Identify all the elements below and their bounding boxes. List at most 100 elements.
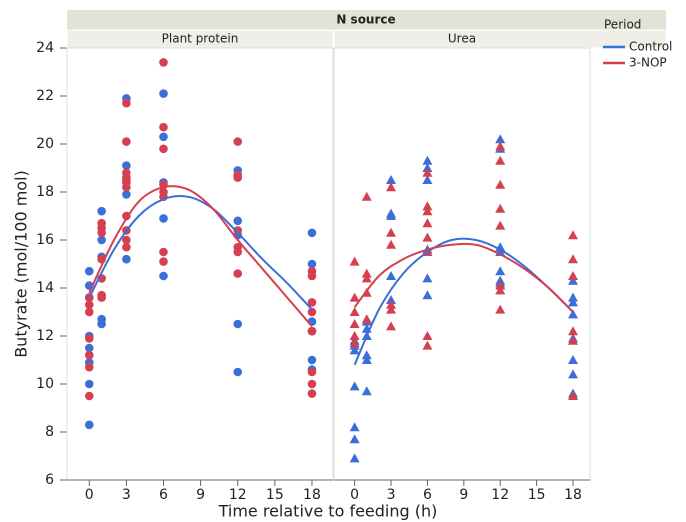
point: [568, 355, 579, 364]
point: [233, 319, 243, 329]
x-tick-label: 6: [159, 487, 168, 503]
point: [97, 206, 106, 216]
point: [307, 259, 317, 269]
point: [361, 386, 372, 396]
point: [307, 379, 317, 389]
x-tick-label: 3: [122, 487, 131, 503]
x-tick-label: 18: [303, 487, 321, 503]
x-tick-label: 18: [564, 487, 582, 503]
point: [422, 218, 433, 228]
point: [307, 389, 317, 398]
point: [233, 247, 243, 257]
point: [495, 280, 506, 290]
x-tick-label: 12: [229, 487, 247, 503]
y-tick-label: 8: [45, 424, 54, 440]
point: [568, 292, 579, 302]
point: [84, 266, 94, 276]
point: [422, 331, 433, 340]
point: [307, 326, 317, 336]
point: [568, 230, 579, 240]
fit-line: [88, 185, 313, 328]
point: [307, 307, 317, 317]
point: [386, 211, 397, 220]
x-tick-label: 15: [266, 487, 284, 503]
legend-label: 3-NOP: [629, 56, 667, 70]
point: [97, 228, 106, 238]
point: [422, 201, 433, 211]
point: [159, 214, 168, 223]
point: [159, 132, 168, 142]
point: [159, 144, 168, 154]
point: [495, 266, 506, 276]
point: [349, 307, 360, 316]
point: [122, 242, 131, 252]
point: [495, 179, 506, 189]
point: [84, 300, 94, 310]
point: [97, 293, 106, 302]
x-axis-title: Time relative to feeding (h): [218, 502, 438, 521]
point: [349, 331, 360, 340]
point: [386, 175, 397, 184]
point: [159, 58, 168, 67]
point: [386, 299, 397, 309]
point: [233, 137, 243, 146]
point: [361, 355, 372, 364]
y-tick-label: 16: [36, 232, 54, 248]
point: [159, 247, 168, 257]
point: [122, 182, 131, 192]
panel-title: Urea: [448, 32, 476, 46]
point: [422, 206, 433, 216]
point: [233, 216, 243, 226]
y-tick-label: 18: [36, 184, 54, 200]
point: [568, 297, 579, 307]
fit-line: [88, 195, 313, 311]
point: [307, 298, 317, 307]
point: [349, 345, 360, 355]
y-tick-label: 14: [36, 280, 54, 296]
point: [84, 343, 94, 353]
point: [233, 226, 243, 235]
point: [349, 319, 360, 328]
point: [84, 334, 94, 343]
point: [349, 453, 360, 463]
point: [361, 268, 372, 278]
point: [307, 271, 317, 281]
x-tick-label: 3: [387, 487, 396, 503]
x-tick-label: 0: [85, 487, 94, 503]
point: [84, 379, 94, 389]
point: [349, 338, 360, 348]
point: [159, 257, 168, 266]
point: [568, 326, 579, 336]
point: [84, 391, 94, 401]
point: [422, 290, 433, 300]
point: [307, 228, 317, 238]
point: [84, 362, 94, 372]
point: [386, 295, 397, 304]
y-tick-label: 6: [45, 472, 54, 488]
y-tick-label: 24: [36, 40, 54, 56]
x-tick-label: 9: [196, 487, 205, 503]
panel-title: Plant protein: [162, 32, 239, 46]
point: [361, 191, 372, 201]
y-tick-label: 12: [36, 328, 54, 344]
x-tick-label: 9: [459, 487, 468, 503]
point: [568, 391, 579, 400]
point: [386, 182, 397, 192]
point: [495, 304, 506, 314]
point: [386, 271, 397, 280]
point: [159, 122, 168, 132]
point: [97, 235, 106, 245]
point: [349, 292, 360, 302]
point: [122, 137, 131, 146]
point: [122, 98, 131, 108]
point: [386, 304, 397, 314]
point: [84, 307, 94, 317]
point: [349, 422, 360, 432]
point: [159, 89, 168, 98]
facet-title: N source: [336, 13, 395, 27]
point: [495, 141, 506, 151]
point: [495, 134, 506, 144]
point: [122, 254, 131, 264]
point: [349, 381, 360, 391]
